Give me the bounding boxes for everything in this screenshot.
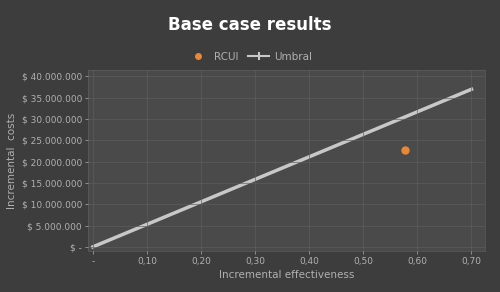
X-axis label: Incremental effectiveness: Incremental effectiveness [218, 270, 354, 280]
Point [402, 147, 409, 152]
Legend: RCUI, Umbral: RCUI, Umbral [184, 48, 316, 66]
Text: Base case results: Base case results [168, 16, 332, 34]
Y-axis label: Incremental  costs: Incremental costs [8, 112, 18, 209]
